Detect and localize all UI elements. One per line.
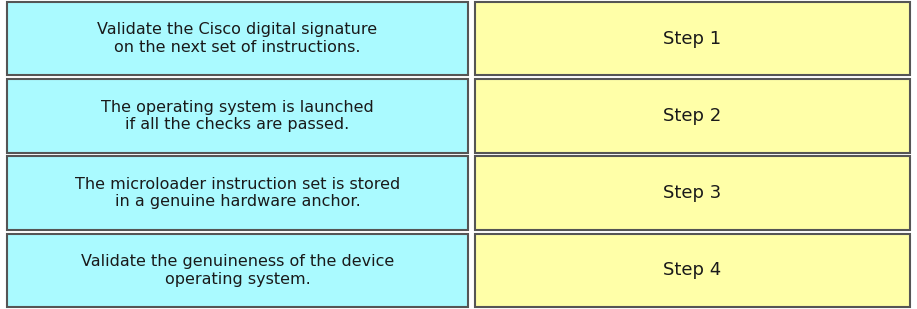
Text: The microloader instruction set is stored
in a genuine hardware anchor.: The microloader instruction set is store… (75, 177, 400, 209)
FancyBboxPatch shape (475, 234, 910, 307)
Text: Step 1: Step 1 (663, 30, 722, 48)
Text: Validate the Cisco digital signature
on the next set of instructions.: Validate the Cisco digital signature on … (97, 23, 378, 55)
Text: Step 4: Step 4 (663, 261, 722, 279)
Text: Step 3: Step 3 (663, 184, 722, 202)
FancyBboxPatch shape (7, 234, 468, 307)
FancyBboxPatch shape (475, 79, 910, 153)
FancyBboxPatch shape (7, 156, 468, 230)
FancyBboxPatch shape (475, 2, 910, 75)
Text: The operating system is launched
if all the checks are passed.: The operating system is launched if all … (101, 100, 374, 132)
FancyBboxPatch shape (7, 2, 468, 75)
FancyBboxPatch shape (7, 79, 468, 153)
Text: Validate the genuineness of the device
operating system.: Validate the genuineness of the device o… (81, 254, 394, 286)
Text: Step 2: Step 2 (663, 107, 722, 125)
FancyBboxPatch shape (475, 156, 910, 230)
